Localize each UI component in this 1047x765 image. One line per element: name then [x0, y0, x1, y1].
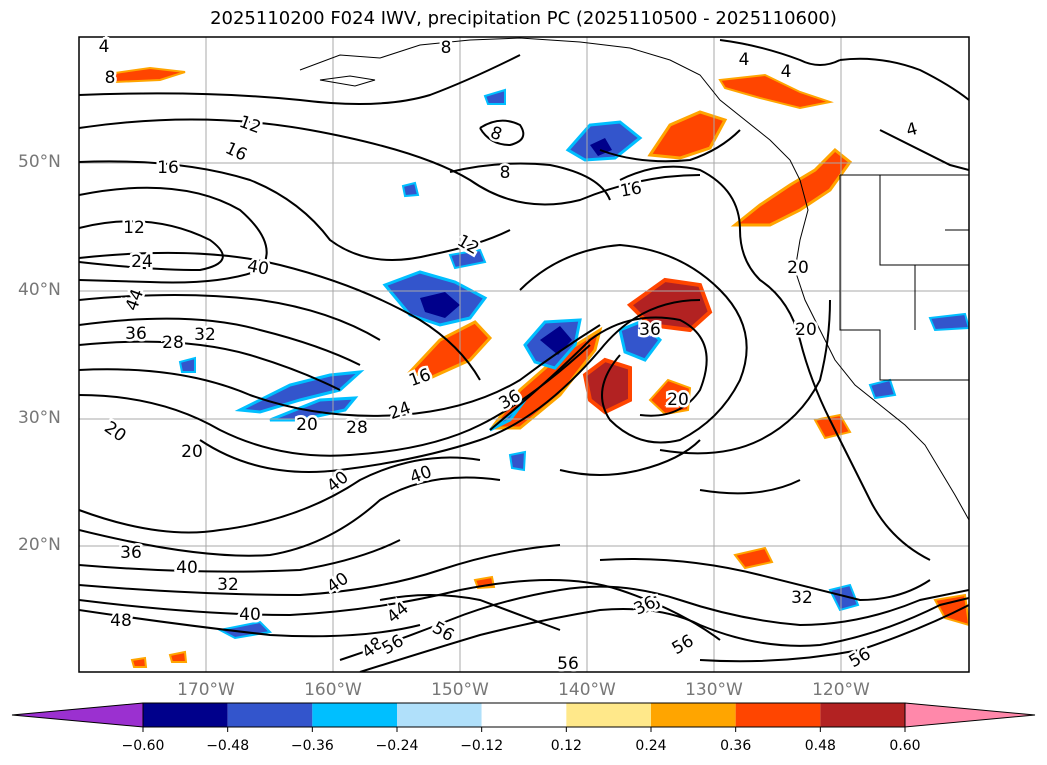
lon-label: 160°W: [304, 680, 362, 700]
contour-label-halo: 24: [131, 252, 153, 272]
contour-label: 12: [123, 218, 145, 238]
contour-label: 24: [131, 252, 153, 272]
lon-label: 170°W: [177, 680, 235, 700]
lon-label: 130°W: [685, 680, 743, 700]
contour-label: 32: [791, 588, 813, 608]
precipitation-shading: [106, 66, 969, 668]
plot-frame: [78, 36, 970, 673]
contour-label: 56: [557, 654, 579, 674]
contour-label-halo: 20: [296, 415, 318, 435]
contour-label-halo: 4: [99, 37, 110, 57]
colorbar-segment: [735, 703, 821, 727]
colorbar-segment: [566, 703, 651, 727]
colorbar-extend-high: [904, 702, 1036, 728]
contour-label-halo: 8: [500, 163, 511, 183]
contour-label-halo: 36: [125, 324, 147, 344]
colorbar-tick-label: 0.12: [550, 738, 582, 754]
map-title: 2025110200 F024 IWV, precipitation PC (2…: [210, 8, 837, 29]
lat-label: 20°N: [18, 535, 61, 555]
contour-label-halo: 16: [157, 158, 179, 178]
contour-label: 32: [217, 575, 239, 595]
colorbar-segment: [481, 703, 567, 727]
contour-label: 40: [239, 605, 261, 625]
colorbar-tick-label: −0.24: [375, 738, 419, 754]
colorbar-frame: [142, 702, 906, 728]
contour-label-halo: 12: [123, 218, 145, 238]
contour-label: 16: [619, 178, 644, 201]
contour-label-halo: 20: [181, 442, 203, 462]
contour-label: 4: [739, 50, 750, 70]
colorbar-tick-label: 0.60: [889, 738, 921, 754]
lat-label: 40°N: [18, 280, 61, 300]
contour-label-halo: 8: [105, 68, 116, 88]
contour-label: 28: [162, 333, 184, 353]
contour-label: 20: [795, 320, 817, 340]
contour-label-halo: 48: [110, 611, 132, 631]
contour-label-halo: 8: [441, 38, 452, 58]
lon-label: 150°W: [431, 680, 489, 700]
contour-label: 8: [500, 163, 511, 183]
contour-label-halo: 36: [120, 543, 142, 563]
contour-label-halo: 20: [795, 320, 817, 340]
contour-label: 40: [246, 256, 271, 279]
colorbar-tick-label: 0.48: [804, 738, 836, 754]
contour-label-halo: 20: [787, 258, 809, 278]
contour-label-halo: 56: [557, 654, 579, 674]
coastlines: [299, 37, 969, 521]
contour-label-halo: 4: [739, 50, 750, 70]
lat-label: 50°N: [18, 152, 61, 172]
colorbar-tick-label: −0.60: [121, 738, 165, 754]
contour-label: 16: [157, 158, 179, 178]
contour-label-halo: 28: [162, 333, 184, 353]
colorbar-segment: [143, 703, 228, 727]
colorbar-segment: [397, 703, 482, 727]
contour-label-halo: 32: [217, 575, 239, 595]
contour-label: 36: [125, 324, 147, 344]
colorbar-extend-low: [11, 702, 144, 728]
contour-label: 28: [346, 418, 368, 438]
contour-label: 36: [120, 543, 142, 563]
contour-label: 48: [110, 611, 132, 631]
colorbar-segment: [227, 703, 313, 727]
iwv-contours: [79, 39, 969, 672]
colorbar-tick-label: −0.36: [290, 738, 334, 754]
plot-area: [79, 37, 969, 672]
colorbar-segment: [820, 703, 905, 727]
contour-label: 4: [904, 119, 920, 141]
contour-label-halo: 40: [239, 605, 261, 625]
contour-label: 8: [105, 68, 116, 88]
contour-label: 40: [176, 558, 198, 578]
contour-label-halo: 36: [639, 320, 661, 340]
colorbar-tick-label: −0.12: [460, 738, 504, 754]
colorbar-tick-label: 0.24: [635, 738, 667, 754]
lat-label: 30°N: [18, 408, 61, 428]
colorbar: [11, 702, 1036, 732]
lon-label: 140°W: [558, 680, 616, 700]
contour-label: 4: [781, 62, 792, 82]
contour-label-halo: 20: [667, 390, 689, 410]
contour-label-halo: 40: [176, 558, 198, 578]
contour-label: 8: [441, 38, 452, 58]
contour-label: 4: [99, 37, 110, 57]
lon-label: 120°W: [812, 680, 870, 700]
contour-label: 20: [667, 390, 689, 410]
contour-label-halo: 28: [346, 418, 368, 438]
colorbar-tick-label: 0.36: [720, 738, 752, 754]
contour-label-halo: 32: [791, 588, 813, 608]
contour-label-halo: 4: [781, 62, 792, 82]
contour-label: 32: [194, 325, 216, 345]
contour-label: 20: [296, 415, 318, 435]
contour-label: 20: [787, 258, 809, 278]
contour-label: 20: [181, 442, 203, 462]
contour-label: 36: [639, 320, 661, 340]
colorbar-segment: [651, 703, 736, 727]
colorbar-segment: [312, 703, 397, 727]
colorbar-tick-label: −0.48: [206, 738, 250, 754]
contour-label-halo: 32: [194, 325, 216, 345]
